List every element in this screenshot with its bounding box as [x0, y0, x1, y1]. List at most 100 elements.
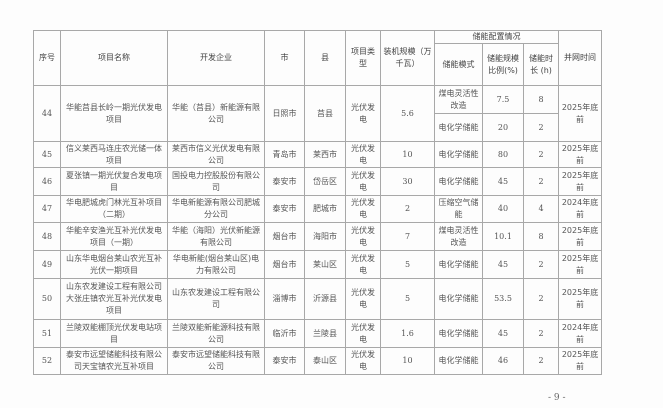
grid-time: 2025年底前 — [558, 250, 603, 279]
capacity: 5 — [380, 250, 435, 279]
project-type: 光伏发电 — [345, 319, 381, 348]
developer-company: 华能（海阳）光伏新能源有限公司 — [167, 222, 265, 251]
row-number: 51 — [33, 319, 61, 348]
developer-company: 华电新能(烟台莱山区)电力有限公司 — [167, 250, 265, 279]
project-name: 兰陵双能棚顶光伏发电站项目 — [60, 319, 168, 348]
storage-hours: 2 — [522, 347, 560, 375]
table-row: 51 兰陵双能棚顶光伏发电站项目 兰陵双能新能源科技有限公司 临沂市 兰陵县 光伏发电 1.… — [33, 319, 603, 348]
storage-hours: 8 — [522, 85, 560, 114]
storage-mode: 电化学储能 — [434, 278, 483, 320]
storage-ratio: 20 — [482, 113, 524, 142]
storage-hours: 2 — [522, 113, 560, 142]
header-name: 项目名称 — [60, 30, 168, 86]
storage-ratio: 45 — [482, 250, 524, 279]
project-name: 泰安市远望储能科技有限公司天宝镇农光互补项目 — [60, 347, 168, 375]
header-grid-time: 并网时间 — [558, 30, 603, 86]
project-name: 夏张镇一期光伏复合发电项目 — [60, 167, 168, 196]
city: 泰安市 — [264, 167, 305, 196]
header-capacity: 装机规模（万千瓦） — [380, 30, 435, 86]
county: 泰山区 — [304, 347, 346, 375]
capacity: 1.6 — [380, 319, 435, 348]
project-type: 光伏发电 — [345, 222, 381, 251]
storage-ratio: 45 — [482, 319, 524, 348]
grid-time: 2025年底前 — [558, 141, 603, 168]
project-name: 华能辛安渔光互补光伏发电项目（一期） — [60, 222, 168, 251]
county: 莒县 — [304, 85, 346, 142]
storage-hours: 2 — [522, 278, 560, 320]
capacity: 10 — [380, 141, 435, 168]
row-number: 49 — [33, 250, 61, 279]
grid-time: 2025年底前 — [558, 278, 603, 320]
storage-mode: 电化学储能 — [434, 141, 483, 168]
table-row: 49 山东华电烟台莱山农光互补光伏一期项目 华电新能(烟台莱山区)电力有限公司 烟台市… — [33, 250, 603, 279]
project-name: 山东农发建设工程有限公司大张庄镇农光互补光伏发电项目 — [60, 278, 168, 320]
project-type: 光伏发电 — [345, 278, 381, 320]
table-row: 45 信义莱西马连庄农光储一体项目 莱西市信义光伏发电有限公司 青岛市 莱西市 光伏发电 1… — [33, 141, 603, 168]
developer-company: 泰安市远望储能科技有限公司 — [167, 347, 265, 375]
storage-ratio: 10.1 — [482, 222, 524, 251]
storage-ratio: 53.5 — [482, 278, 524, 320]
table-row: 44 华能莒县长岭一期光伏发电项目 华能（莒县）新能源有限公司 日照市 莒县 光伏发电 5.… — [33, 85, 603, 142]
row-number: 50 — [33, 278, 61, 320]
project-type: 光伏发电 — [345, 347, 381, 375]
county: 兰陵县 — [304, 319, 346, 348]
row-number: 46 — [33, 167, 61, 196]
developer-company: 国投电力控股股份有限公司 — [167, 167, 265, 196]
county: 海阳市 — [304, 222, 346, 251]
grid-time: 2024年底前 — [558, 195, 603, 223]
county: 莱西市 — [304, 141, 346, 168]
storage-mode: 压缩空气储能 — [434, 195, 483, 223]
project-type: 光伏发电 — [345, 167, 381, 196]
storage-ratio: 45 — [482, 167, 524, 196]
storage-hours: 2 — [522, 250, 560, 279]
capacity: 2 — [380, 195, 435, 223]
row-number: 48 — [33, 222, 61, 251]
storage-mode: 电化学储能 — [434, 347, 483, 375]
city: 青岛市 — [264, 141, 305, 168]
city: 淄博市 — [264, 278, 305, 320]
storage-mode: 电化学储能 — [434, 167, 483, 196]
header-storage-hours: 储能时长 (h) — [522, 43, 560, 86]
row-number: 45 — [33, 141, 61, 168]
storage-hours: 2 — [522, 141, 560, 168]
project-type: 光伏发电 — [345, 250, 381, 279]
project-type: 光伏发电 — [345, 85, 381, 142]
project-name: 华电肥城虎门林光互补项目（二期） — [60, 195, 168, 223]
developer-company: 华能（莒县）新能源有限公司 — [167, 85, 265, 142]
storage-mode: 煤电灵活性改造 — [434, 85, 483, 114]
capacity: 7 — [380, 222, 435, 251]
header-no: 序号 — [33, 30, 61, 86]
storage-ratio: 7.5 — [482, 85, 524, 114]
capacity: 10 — [380, 347, 435, 375]
header-company: 开发企业 — [167, 30, 265, 86]
row-number: 47 — [33, 195, 61, 223]
storage-mode: 煤电灵活性改造 — [434, 222, 483, 251]
storage-hours: 2 — [522, 319, 560, 348]
developer-company: 莱西市信义光伏发电有限公司 — [167, 141, 265, 168]
header-storage-ratio: 储能规模比例(%) — [482, 43, 524, 86]
project-name: 华能莒县长岭一期光伏发电项目 — [60, 85, 168, 142]
county: 沂源县 — [304, 278, 346, 320]
row-number: 44 — [33, 85, 61, 142]
city: 泰安市 — [264, 347, 305, 375]
city: 泰安市 — [264, 195, 305, 223]
developer-company: 华电新能源有限公司肥城分公司 — [167, 195, 265, 223]
storage-ratio: 40 — [482, 195, 524, 223]
storage-ratio: 80 — [482, 141, 524, 168]
table-row: 46 夏张镇一期光伏复合发电项目 国投电力控股股份有限公司 泰安市 岱岳区 光伏发电 30 电… — [33, 167, 603, 196]
storage-mode: 电化学储能 — [434, 113, 483, 142]
capacity: 5.6 — [380, 85, 435, 142]
header-county: 县 — [304, 30, 346, 86]
developer-company: 山东农发建设工程有限公司 — [167, 278, 265, 320]
capacity: 30 — [380, 167, 435, 196]
developer-company: 兰陵双能新能源科技有限公司 — [167, 319, 265, 348]
city: 临沂市 — [264, 319, 305, 348]
project-type: 光伏发电 — [345, 195, 381, 223]
header-city: 市 — [264, 30, 305, 86]
project-name: 信义莱西马连庄农光储一体项目 — [60, 141, 168, 168]
table-row: 48 华能辛安渔光互补光伏发电项目（一期） 华能（海阳）光伏新能源有限公司 烟台市 海阳… — [33, 222, 603, 251]
page-number: - 9 - — [548, 393, 566, 403]
storage-hours: 8 — [522, 222, 560, 251]
project-name: 山东华电烟台莱山农光互补光伏一期项目 — [60, 250, 168, 279]
grid-time: 2025年底前 — [558, 222, 603, 251]
